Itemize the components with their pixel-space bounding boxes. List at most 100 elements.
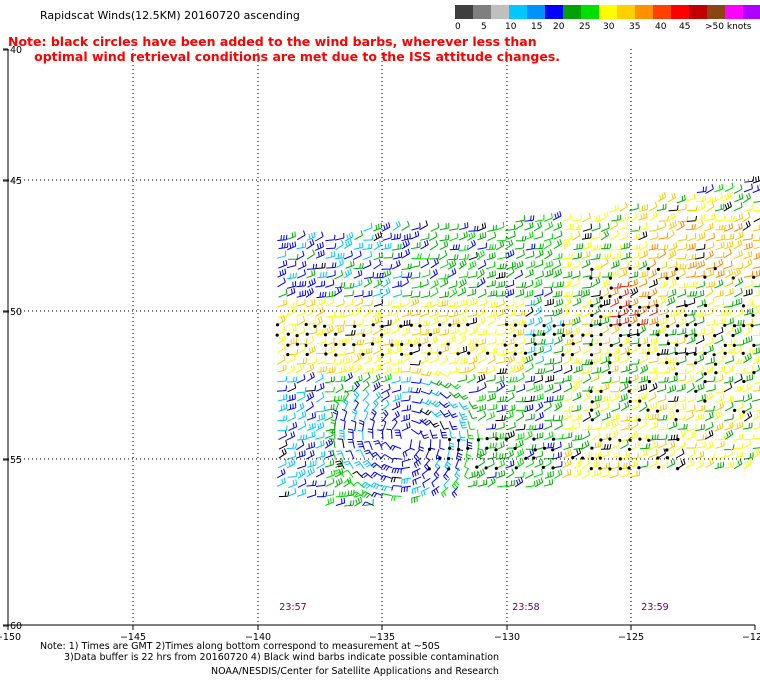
- wind-barb: [468, 410, 478, 419]
- contamination-dot: [476, 438, 480, 442]
- contamination-dot: [275, 333, 279, 337]
- wind-barb: [276, 334, 286, 345]
- wind-barb: [514, 298, 524, 308]
- wind-barb: [429, 390, 442, 397]
- wind-barb: [619, 435, 630, 441]
- wind-barb: [695, 202, 706, 212]
- wind-barb: [658, 215, 669, 222]
- wind-barb: [639, 433, 651, 440]
- wind-barb: [658, 376, 669, 383]
- wind-barb: [544, 431, 554, 441]
- wind-barb: [724, 278, 734, 288]
- wind-barb: [458, 253, 469, 260]
- wind-barb: [496, 263, 507, 270]
- wind-barb: [421, 269, 431, 278]
- wind-barb: [401, 458, 412, 467]
- wind-barb: [562, 239, 571, 250]
- wind-barb: [410, 230, 420, 240]
- contamination-dot: [608, 371, 612, 375]
- wind-barb: [307, 278, 316, 288]
- wind-barb: [686, 297, 696, 307]
- contamination-dot: [693, 323, 698, 327]
- contamination-dot: [703, 275, 707, 279]
- wind-barb: [609, 365, 619, 374]
- wind-barb: [610, 386, 621, 393]
- wind-barb: [439, 371, 451, 377]
- wind-barb: [343, 250, 353, 260]
- wind-barb: [514, 220, 524, 231]
- wind-barb: [419, 409, 432, 416]
- wind-barb: [724, 215, 735, 222]
- wind-barb: [325, 325, 334, 336]
- wind-barb: [534, 316, 543, 327]
- contamination-dot: [571, 342, 575, 346]
- contamination-dot: [723, 323, 727, 327]
- wind-barb: [400, 414, 410, 422]
- wind-barb: [486, 374, 496, 382]
- wind-barb: [610, 230, 620, 240]
- wind-barb: [361, 472, 373, 479]
- wind-barb: [742, 212, 751, 223]
- legend-label: 40: [655, 22, 667, 32]
- wind-barb: [505, 224, 516, 232]
- legend-swatch: [671, 5, 689, 19]
- wind-barb: [297, 344, 307, 354]
- wind-barb: [704, 287, 714, 298]
- contamination-dot: [619, 305, 623, 309]
- wind-barb: [457, 392, 469, 401]
- wind-barb: [611, 403, 621, 412]
- wind-barb: [591, 232, 601, 240]
- wind-barb: [353, 374, 363, 384]
- wind-barb: [278, 288, 288, 298]
- wind-barb: [677, 458, 686, 470]
- wind-barb: [277, 234, 288, 241]
- wind-barb: [296, 230, 306, 241]
- wind-barb: [288, 319, 299, 326]
- wind-barb: [372, 288, 382, 297]
- wind-barb: [411, 467, 421, 478]
- wind-barb: [505, 288, 515, 298]
- wind-barb: [477, 277, 486, 288]
- wind-barb: [451, 486, 459, 498]
- contamination-dot: [409, 323, 413, 327]
- wind-barb: [477, 328, 488, 336]
- wind-barb: [277, 458, 287, 469]
- wind-barb: [306, 249, 315, 260]
- wind-barb: [352, 470, 364, 479]
- wind-barb: [410, 272, 421, 279]
- wind-barb: [287, 337, 298, 346]
- wind-barb: [325, 297, 335, 307]
- wind-barb: [496, 396, 507, 403]
- wind-barb: [753, 409, 760, 413]
- wind-barb: [743, 335, 753, 345]
- wind-barb: [344, 231, 354, 242]
- wind-barb: [582, 270, 593, 278]
- wind-barb: [334, 358, 345, 365]
- wind-barb: [694, 290, 705, 299]
- contamination-dot: [457, 324, 461, 328]
- wind-barb: [467, 270, 478, 279]
- wind-barb: [409, 439, 415, 451]
- contamination-dot: [334, 353, 338, 357]
- wind-barb: [345, 450, 355, 460]
- wind-barb: [364, 441, 373, 451]
- wind-barb: [524, 215, 535, 222]
- wind-barb: [582, 373, 592, 384]
- wind-barb: [715, 215, 726, 221]
- wind-barb: [677, 355, 687, 365]
- contamination-dot: [561, 353, 565, 357]
- wind-barb: [428, 231, 438, 242]
- contamination-dot: [732, 324, 737, 328]
- wind-barb: [377, 429, 384, 440]
- legend-swatch: [707, 5, 725, 19]
- legend-label: >50 knots: [705, 22, 752, 32]
- wind-barb: [734, 384, 744, 393]
- wind-barb: [535, 270, 544, 280]
- wind-barb: [704, 222, 714, 232]
- wind-barb: [363, 355, 373, 365]
- wind-barb: [562, 279, 572, 289]
- wind-barb: [373, 298, 383, 307]
- wind-barb: [428, 419, 440, 428]
- contamination-dot: [646, 267, 650, 271]
